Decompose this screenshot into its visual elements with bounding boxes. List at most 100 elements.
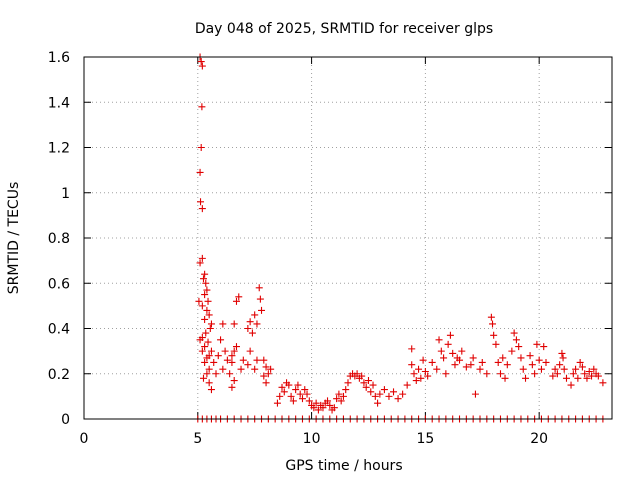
data-point: [203, 370, 211, 378]
y-tick-label: 1.2: [48, 141, 70, 157]
data-point: [203, 306, 211, 314]
data-point: [319, 404, 327, 412]
data-point: [444, 340, 452, 348]
data-point: [326, 401, 334, 409]
data-point: [205, 311, 213, 319]
data-point: [451, 361, 459, 369]
data-point: [196, 336, 204, 344]
data-point: [446, 331, 454, 339]
y-tick-label: 0.6: [48, 276, 70, 292]
data-point: [369, 381, 377, 389]
data-point: [342, 386, 350, 394]
data-point: [335, 390, 343, 398]
data-point: [467, 361, 475, 369]
data-point: [458, 347, 466, 355]
data-point: [559, 354, 567, 362]
data-point: [204, 297, 212, 305]
data-point: [294, 381, 302, 389]
data-point: [462, 363, 470, 371]
data-point: [201, 291, 209, 299]
data-point: [519, 365, 527, 373]
data-point: [492, 340, 500, 348]
data-point: [510, 329, 518, 337]
data-point: [226, 370, 234, 378]
data-point: [549, 372, 557, 380]
data-point: [503, 361, 511, 369]
data-point: [560, 365, 568, 373]
data-point: [572, 365, 580, 373]
data-point: [508, 347, 516, 355]
data-point: [199, 374, 207, 382]
data-point: [255, 284, 263, 292]
data-point: [337, 397, 345, 405]
data-point: [301, 386, 309, 394]
data-point: [489, 320, 497, 328]
data-point: [214, 352, 222, 360]
data-point: [428, 358, 436, 366]
data-point: [469, 354, 477, 362]
data-point: [258, 306, 266, 314]
data-point: [515, 343, 523, 351]
data-point: [244, 325, 252, 332]
data-point: [298, 395, 306, 403]
data-point: [376, 390, 384, 398]
data-point: [280, 388, 288, 396]
data-point: [285, 381, 293, 389]
data-point: [232, 343, 240, 351]
data-point: [471, 390, 479, 398]
data-point: [205, 379, 213, 387]
data-point: [512, 336, 520, 344]
data-point: [203, 286, 211, 294]
data-point: [344, 379, 352, 387]
data-point: [588, 372, 596, 380]
data-point: [585, 367, 593, 375]
data-point: [581, 370, 589, 378]
data-point: [330, 404, 338, 412]
data-point: [237, 365, 245, 373]
data-point: [262, 363, 270, 371]
data-point: [501, 374, 509, 382]
data-point: [201, 358, 209, 366]
data-point: [196, 168, 204, 176]
data-point: [537, 365, 545, 373]
data-point: [333, 395, 341, 403]
data-point: [358, 372, 366, 380]
data-point: [197, 144, 205, 151]
data-point: [522, 374, 530, 382]
data-point: [496, 370, 504, 378]
data-point: [526, 352, 534, 360]
x-tick-label: 20: [530, 431, 548, 447]
data-point: [590, 365, 598, 373]
data-point: [235, 293, 243, 301]
data-point: [433, 365, 441, 373]
data-point: [364, 377, 372, 385]
data-point: [437, 347, 445, 355]
data-point: [374, 399, 382, 407]
data-point: [533, 340, 541, 348]
data-point: [198, 254, 206, 262]
data-point: [487, 313, 495, 321]
y-tick-label: 0: [61, 412, 70, 428]
data-point: [303, 390, 311, 398]
data-point: [408, 361, 416, 369]
data-point: [412, 377, 420, 385]
data-point: [440, 354, 448, 362]
data-point: [223, 356, 231, 364]
x-tick-label: 5: [193, 431, 202, 447]
data-point: [217, 336, 225, 344]
data-point: [421, 367, 429, 375]
data-point: [385, 392, 393, 400]
plot-frame: [83, 56, 613, 420]
data-point: [353, 370, 361, 378]
data-point: [324, 397, 332, 405]
data-point: [219, 320, 227, 328]
data-point: [424, 372, 432, 380]
data-point: [230, 347, 238, 355]
y-tick-label: 0.2: [48, 367, 70, 383]
data-point: [583, 374, 591, 382]
grid-lines: [84, 57, 612, 419]
x-tick-label: 15: [416, 431, 434, 447]
data-point: [267, 365, 275, 373]
data-point: [419, 356, 427, 364]
